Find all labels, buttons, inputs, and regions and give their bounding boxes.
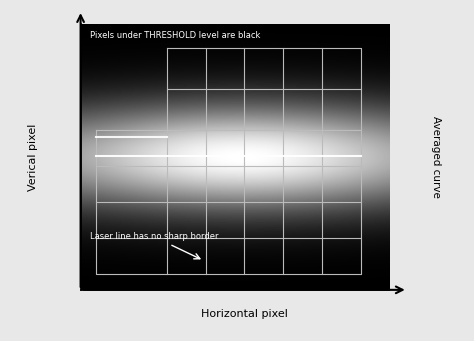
- Text: Pixels under THRESHOLD level are black: Pixels under THRESHOLD level are black: [90, 31, 260, 40]
- Text: Laser line has no sharp border: Laser line has no sharp border: [90, 232, 219, 259]
- Text: Averaged curve: Averaged curve: [431, 116, 441, 198]
- Text: Verical pixel: Verical pixel: [28, 123, 38, 191]
- Text: Horizontal pixel: Horizontal pixel: [201, 309, 288, 319]
